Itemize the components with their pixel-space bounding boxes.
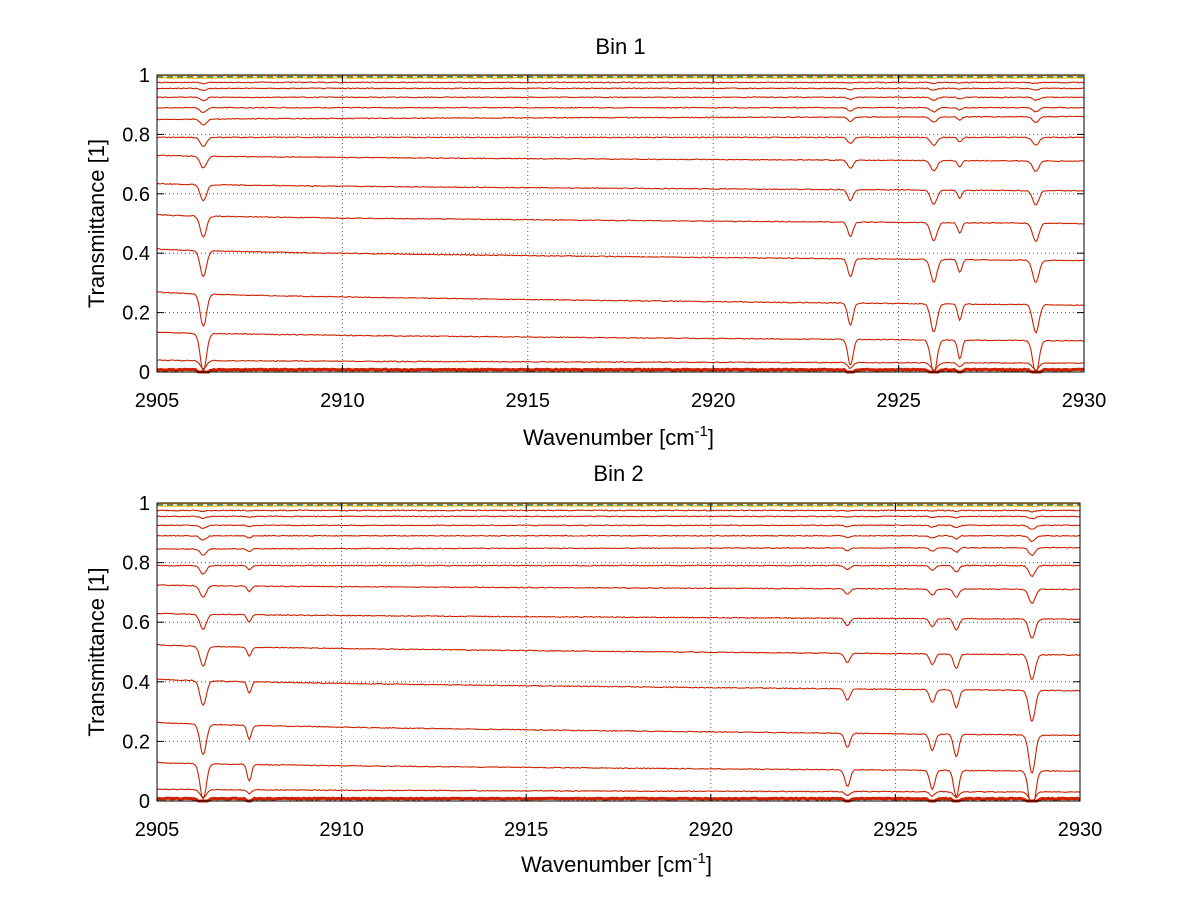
y-tick-label: 0.2 [122, 731, 150, 753]
series-line [156, 515, 1080, 520]
series-line [156, 678, 1081, 722]
series-line [156, 788, 1081, 802]
series-line [156, 331, 1084, 373]
chart-title: Bin 1 [595, 34, 645, 59]
chart-panel-bin-2: 2905 2910 2915 2920 2925 2930 0 0.2 0.4 0.6 0.8 1 Bi… [84, 461, 1102, 877]
y-tick-label: 0.4 [122, 672, 150, 694]
series-line [156, 248, 1085, 283]
series-line [156, 291, 1085, 334]
series-line [156, 643, 1080, 680]
x-tick-label: 2910 [319, 819, 364, 841]
x-axis-label-main: Wavenumber [cm [521, 852, 693, 877]
x-axis-label-main: Wavenumber [cm [523, 425, 695, 450]
series-line [156, 796, 1081, 803]
series-line [156, 564, 1081, 578]
x-tick-label: 2925 [873, 819, 918, 841]
x-tick-label: 2925 [876, 390, 921, 412]
y-axis-label: Transmittance [1] [84, 567, 109, 736]
series-line [156, 106, 1085, 113]
chart-title: Bin 2 [593, 461, 643, 486]
x-tick-label: 2920 [689, 819, 734, 841]
x-axis-label: Wavenumber [cm-1] [523, 423, 714, 450]
x-axis-label-sup: -1 [695, 423, 708, 440]
y-tick-label: 0.6 [122, 184, 150, 206]
x-tick-label: 2910 [320, 390, 365, 412]
series-line [156, 584, 1081, 604]
x-tick-label: 2930 [1058, 819, 1103, 841]
x-tick-label: 2905 [135, 819, 180, 841]
y-tick-label: 0.2 [122, 303, 150, 325]
y-tick-label: 0 [139, 362, 150, 384]
plot-area [157, 75, 1084, 372]
y-tick-label: 1 [139, 65, 150, 87]
series-line [156, 721, 1081, 774]
series-line [156, 761, 1081, 802]
series-line [156, 154, 1085, 173]
x-tick-label: 2930 [1062, 390, 1107, 412]
y-tick-label: 0.6 [122, 612, 150, 634]
series-line [156, 96, 1085, 102]
x-axis-label: Wavenumber [cm-1] [521, 850, 712, 877]
y-tick-label: 0.4 [122, 243, 150, 265]
x-tick-label: 2905 [135, 390, 180, 412]
series-line [156, 213, 1085, 242]
y-axis-label: Transmittance [1] [84, 139, 109, 308]
series-line [156, 534, 1081, 543]
y-tick-label: 0.8 [122, 553, 150, 575]
x-axis-label-close: ] [708, 425, 714, 450]
series-line [156, 115, 1085, 126]
series-line [156, 546, 1081, 557]
series-line [156, 509, 1081, 513]
x-axis-label-close: ] [706, 852, 712, 877]
series-line [156, 182, 1085, 206]
series-line [156, 81, 1085, 85]
x-tick-label: 2915 [504, 819, 549, 841]
series-line [156, 612, 1081, 639]
plot-area [157, 503, 1080, 801]
y-tick-label: 1 [139, 493, 150, 515]
series-line [156, 524, 1081, 530]
axes-box [156, 502, 1081, 802]
x-tick-label: 2920 [691, 390, 736, 412]
axes-box [156, 74, 1085, 373]
y-tick-label: 0.8 [122, 124, 150, 146]
x-axis-label-sup: -1 [693, 850, 706, 867]
series-line [156, 359, 1085, 371]
series-line [156, 87, 1084, 92]
chart-panel-bin-1: 2905 2910 2915 2920 2925 2930 0 0.2 0.4 0.6 0.8 1 Bi… [84, 34, 1106, 450]
y-tick-label: 0 [139, 791, 150, 813]
series-line [157, 136, 1085, 147]
x-tick-label: 2915 [506, 390, 551, 412]
